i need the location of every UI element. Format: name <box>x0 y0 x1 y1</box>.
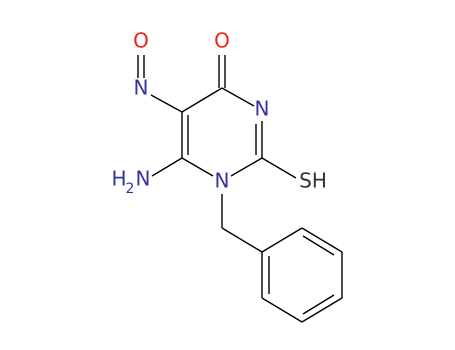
bonds <box>137 55 343 323</box>
atom-label: H <box>111 167 126 191</box>
atom-label: N <box>255 97 270 121</box>
atom-label: O <box>133 29 149 53</box>
atom-label: N <box>215 169 230 193</box>
atom-label: N <box>136 167 151 191</box>
atom-subscript: 2 <box>126 181 135 197</box>
atom-label: SH <box>299 169 327 193</box>
atom-label: N <box>134 76 149 100</box>
atom-label: O <box>214 29 230 53</box>
